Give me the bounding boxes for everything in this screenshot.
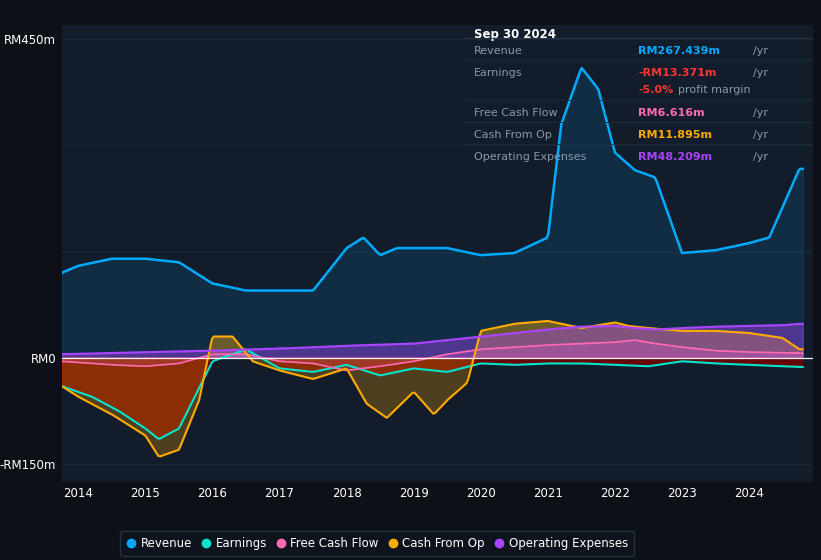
Text: RM48.209m: RM48.209m [639, 152, 713, 162]
Text: Free Cash Flow: Free Cash Flow [475, 108, 558, 118]
Text: /yr: /yr [754, 45, 768, 55]
Text: RM6.616m: RM6.616m [639, 108, 705, 118]
Legend: Revenue, Earnings, Free Cash Flow, Cash From Op, Operating Expenses: Revenue, Earnings, Free Cash Flow, Cash … [121, 531, 634, 556]
Text: RM11.895m: RM11.895m [639, 130, 713, 140]
Text: Operating Expenses: Operating Expenses [475, 152, 587, 162]
Text: -RM13.371m: -RM13.371m [639, 68, 717, 78]
Text: RM267.439m: RM267.439m [639, 45, 720, 55]
Text: /yr: /yr [754, 68, 768, 78]
Text: Revenue: Revenue [475, 45, 523, 55]
Text: profit margin: profit margin [678, 86, 751, 95]
Text: /yr: /yr [754, 152, 768, 162]
Text: Cash From Op: Cash From Op [475, 130, 553, 140]
Text: /yr: /yr [754, 130, 768, 140]
Text: -5.0%: -5.0% [639, 86, 673, 95]
Text: Sep 30 2024: Sep 30 2024 [475, 28, 557, 41]
Text: Earnings: Earnings [475, 68, 523, 78]
Text: /yr: /yr [754, 108, 768, 118]
